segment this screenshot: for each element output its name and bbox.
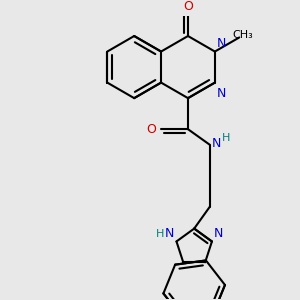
Text: N: N	[217, 37, 226, 50]
Text: O: O	[147, 123, 156, 136]
Text: CH₃: CH₃	[232, 30, 254, 40]
Text: N: N	[217, 87, 226, 100]
Text: H: H	[156, 229, 164, 239]
Text: N: N	[214, 227, 224, 240]
Text: O: O	[183, 0, 193, 13]
Text: N: N	[212, 137, 221, 150]
Text: H: H	[222, 133, 230, 143]
Text: N: N	[165, 227, 174, 240]
